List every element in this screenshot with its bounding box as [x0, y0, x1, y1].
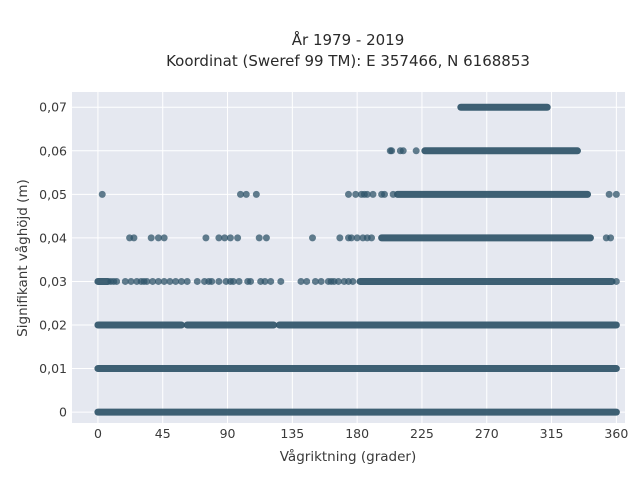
data-point	[334, 277, 342, 285]
data-point	[388, 147, 396, 155]
data-point	[255, 234, 263, 242]
x-axis-label: Vågriktning (grader)	[280, 448, 417, 465]
data-point	[98, 190, 106, 198]
data-point	[143, 277, 151, 285]
x-tick-label: 270	[475, 426, 499, 441]
data-point	[261, 277, 269, 285]
data-point	[172, 277, 180, 285]
data-point	[215, 234, 223, 242]
data-point	[202, 234, 210, 242]
x-tick-label: 180	[345, 426, 369, 441]
data-point	[389, 190, 397, 198]
x-tick-label: 360	[604, 426, 628, 441]
data-point	[160, 234, 168, 242]
data-point	[605, 190, 613, 198]
data-point	[193, 277, 201, 285]
data-point	[297, 277, 305, 285]
data-point	[308, 234, 316, 242]
data-point	[349, 277, 357, 285]
data-point	[147, 234, 155, 242]
data-point	[183, 277, 191, 285]
data-point	[317, 277, 325, 285]
data-point	[311, 277, 319, 285]
data-point	[121, 277, 129, 285]
data-point	[369, 190, 377, 198]
data-point	[234, 234, 242, 242]
y-tick-label: 0,06	[39, 143, 67, 158]
x-tick-label: 135	[280, 426, 304, 441]
data-point	[267, 277, 275, 285]
data-point	[177, 277, 185, 285]
y-tick-label: 0,05	[39, 187, 67, 202]
plot-area	[72, 92, 625, 423]
data-point	[154, 277, 162, 285]
data-point	[347, 234, 355, 242]
data-point	[336, 234, 344, 242]
data-point	[208, 277, 216, 285]
data-point	[412, 147, 420, 155]
data-point	[607, 234, 615, 242]
data-point	[612, 277, 620, 285]
y-tick-label: 0,07	[39, 100, 67, 115]
chart-title: År 1979 - 2019	[292, 30, 405, 49]
x-tick-label: 45	[155, 426, 171, 441]
data-point	[130, 234, 138, 242]
data-point	[368, 234, 376, 242]
data-point	[127, 277, 135, 285]
x-tick-label: 0	[94, 426, 102, 441]
tick-labels: 0 45 90 135 180 225 270 315 360 0 0,01 0,02 0,03 0,04…	[39, 100, 628, 441]
data-point	[612, 190, 620, 198]
x-tick-label: 90	[220, 426, 236, 441]
y-tick-label: 0,01	[39, 361, 67, 376]
data-point	[215, 277, 223, 285]
data-point	[236, 190, 244, 198]
data-point	[381, 190, 389, 198]
y-tick-label: 0,02	[39, 318, 67, 333]
data-point	[303, 277, 311, 285]
data-point	[235, 277, 243, 285]
x-tick-label: 315	[540, 426, 564, 441]
data-point	[226, 234, 234, 242]
data-point	[353, 234, 361, 242]
data-point	[166, 277, 174, 285]
data-point	[247, 277, 255, 285]
data-point	[345, 190, 352, 198]
data-point	[229, 277, 237, 285]
data-point	[277, 277, 285, 285]
data-point	[399, 147, 407, 155]
data-point	[149, 277, 157, 285]
x-tick-label: 225	[410, 426, 434, 441]
data-point	[352, 190, 360, 198]
y-tick-label: 0	[59, 405, 67, 420]
data-point	[262, 234, 270, 242]
data-point	[113, 277, 121, 285]
y-tick-label: 0,03	[39, 274, 67, 289]
data-point	[252, 190, 260, 198]
y-axis-label: Signifikant våghöjd (m)	[14, 179, 31, 337]
y-tick-label: 0,04	[39, 230, 67, 245]
data-point	[160, 277, 168, 285]
data-points	[94, 103, 620, 416]
data-point	[154, 234, 162, 242]
chart-subtitle: Koordinat (Sweref 99 TM): E 357466, N 61…	[166, 52, 530, 70]
data-point	[242, 190, 250, 198]
data-point	[363, 190, 371, 198]
data-point	[221, 234, 229, 242]
